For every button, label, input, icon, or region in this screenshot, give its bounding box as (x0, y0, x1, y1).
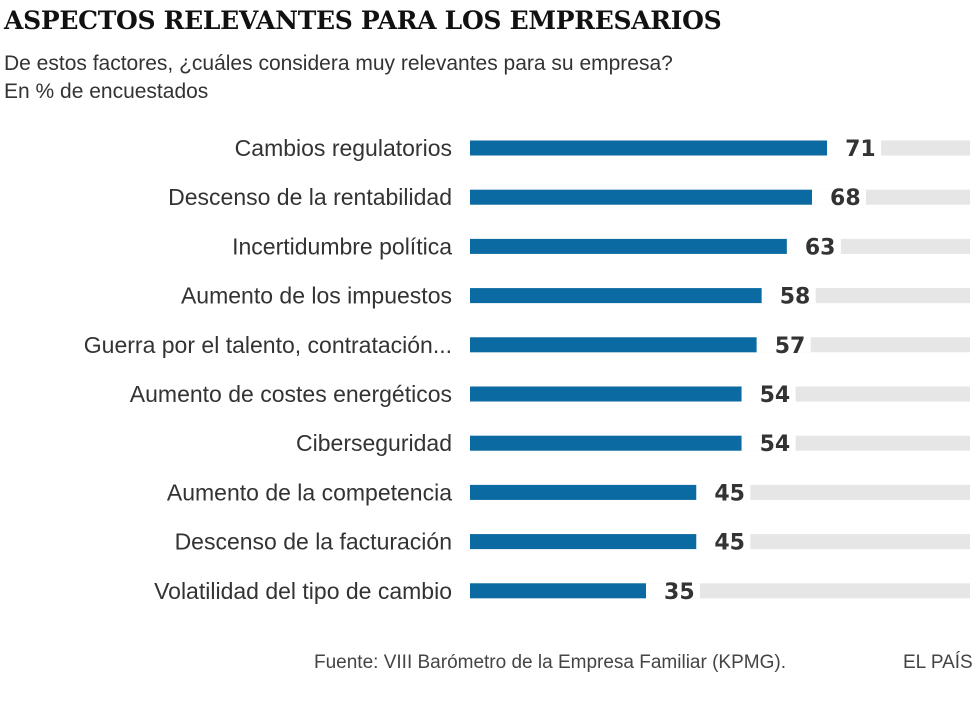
value-label-gap (646, 583, 701, 599)
value-label-gap (761, 288, 816, 304)
bar-row: Ciberseguridad 54 (296, 430, 970, 457)
category-label: Descenso de la rentabilidad (168, 184, 452, 210)
category-label: Cambios regulatorios (235, 135, 452, 161)
bar (470, 583, 647, 599)
bar (470, 386, 742, 402)
subtitle-question: De estos factores, ¿cuáles considera muy… (4, 52, 673, 75)
value-label: 58 (780, 285, 811, 310)
value-label-gap (696, 534, 751, 550)
value-label-gap (741, 435, 796, 451)
category-label: Ciberseguridad (296, 430, 452, 456)
value-label-gap (741, 386, 796, 402)
value-label: 45 (714, 481, 745, 506)
bar (470, 140, 828, 156)
bar (470, 238, 787, 254)
value-label: 54 (760, 383, 791, 408)
value-label-gap (786, 238, 841, 254)
category-label: Aumento de la competencia (167, 479, 452, 505)
bar (470, 337, 757, 353)
value-label: 57 (775, 334, 806, 359)
subtitle-unit: En % de encuestados (4, 80, 209, 103)
value-label-gap (696, 484, 751, 500)
value-label: 54 (760, 432, 791, 457)
bar-row: Guerra por el talento, contratación... 57 (84, 332, 970, 359)
category-label: Guerra por el talento, contratación... (84, 332, 452, 358)
category-label: Volatilidad del tipo de cambio (154, 578, 452, 604)
bar (470, 435, 742, 451)
value-label: 63 (805, 235, 836, 260)
bar-chart: Cambios regulatorios 71 Descenso de la ren… (84, 135, 970, 605)
bar-row: Aumento de los impuestos 58 (181, 283, 970, 310)
value-label-gap (756, 337, 811, 353)
value-label-gap (812, 189, 867, 205)
category-label: Aumento de los impuestos (181, 283, 452, 309)
value-label: 71 (845, 137, 876, 162)
value-label: 35 (664, 580, 695, 605)
bar-row: Aumento de la competencia 45 (167, 479, 970, 506)
bar-row: Cambios regulatorios 71 (235, 135, 970, 162)
value-label-gap (827, 140, 882, 156)
category-label: Aumento de costes energéticos (130, 381, 452, 407)
bar-row: Aumento de costes energéticos 54 (130, 381, 970, 408)
bar-row: Volatilidad del tipo de cambio 35 (154, 578, 970, 605)
category-label: Incertidumbre política (232, 233, 452, 259)
bar (470, 189, 813, 205)
bar (470, 288, 762, 304)
value-label: 45 (714, 531, 745, 556)
chart-title: ASPECTOS RELEVANTES PARA LOS EMPRESARIOS (4, 6, 722, 35)
source-note: Fuente: VIII Barómetro de la Empresa Fam… (314, 652, 786, 673)
bar-row: Incertidumbre política 63 (232, 233, 970, 260)
bar-row: Descenso de la facturación 45 (175, 529, 970, 556)
brand-logo: EL PAÍS (903, 652, 973, 673)
bar (470, 534, 697, 550)
value-label: 68 (830, 186, 861, 211)
bar-row: Descenso de la rentabilidad 68 (168, 184, 970, 211)
chart-subtitle: De estos factores, ¿cuáles considera muy… (4, 50, 673, 106)
bar (470, 484, 697, 500)
category-label: Descenso de la facturación (175, 529, 452, 555)
